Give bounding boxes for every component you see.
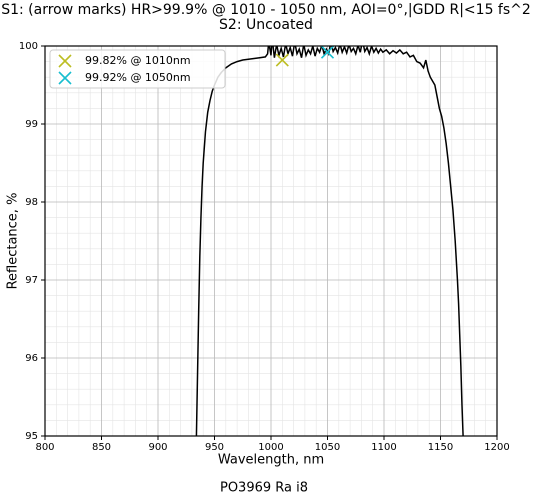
legend-marker-stroke <box>58 71 72 85</box>
y-tick-label: 96 <box>25 353 38 364</box>
x-tick-label: 1150 <box>428 442 453 453</box>
marker <box>320 45 335 59</box>
marker-stroke <box>320 45 335 59</box>
x-tick-label: 900 <box>148 442 167 453</box>
marker-stroke <box>275 53 289 67</box>
x-axis-label: Wavelength, nm <box>218 453 324 468</box>
footer: PO3969 Ra i8 <box>220 481 308 496</box>
y-tick-label: 95 <box>25 431 38 442</box>
x-tick-label: 800 <box>35 442 54 453</box>
marker <box>275 53 289 67</box>
x-tick-label: 850 <box>92 442 111 453</box>
legend-label: 99.82% @ 1010nm <box>85 54 191 67</box>
chart-subtitle: S2: Uncoated <box>219 17 313 33</box>
legend-marker-stroke <box>58 54 72 68</box>
legend-box <box>49 49 226 89</box>
y-tick-label: 98 <box>25 197 38 208</box>
plot-frame <box>44 45 498 437</box>
y-tick-label: 97 <box>25 275 38 286</box>
data-line <box>195 46 464 436</box>
x-tick-label: 1000 <box>258 442 283 453</box>
x-tick-label: 1200 <box>484 442 509 453</box>
x-tick-label: 950 <box>205 442 224 453</box>
y-tick-label: 100 <box>19 41 38 52</box>
y-axis-label: Reflectance, % <box>6 193 21 290</box>
legend-marker <box>58 54 72 68</box>
x-tick-label: 1100 <box>371 442 396 453</box>
x-tick-label: 1050 <box>315 442 340 453</box>
legend-marker <box>58 71 72 85</box>
legend-label: 99.92% @ 1050nm <box>85 71 191 84</box>
y-tick-label: 99 <box>25 119 38 130</box>
chart-title: S1: (arrow marks) HR>99.9% @ 1010 - 1050… <box>1 2 531 18</box>
